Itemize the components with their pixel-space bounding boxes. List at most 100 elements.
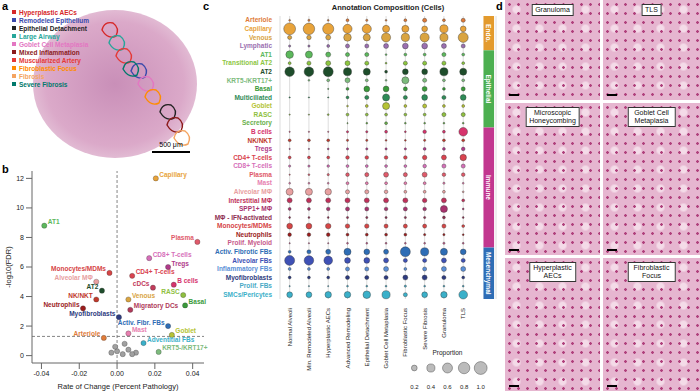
svg-text:NK/NKT: NK/NKT <box>247 137 272 144</box>
svg-text:0.04: 0.04 <box>186 370 200 377</box>
svg-text:Activ. Fibrotic FBs: Activ. Fibrotic FBs <box>215 248 272 255</box>
svg-text:10: 10 <box>16 204 24 211</box>
svg-text:-log10(FDR): -log10(FDR) <box>4 246 13 288</box>
svg-text:Lymphatic: Lymphatic <box>240 42 273 50</box>
svg-text:4: 4 <box>20 293 24 300</box>
svg-text:MΦ - IFN-activated: MΦ - IFN-activated <box>215 214 272 221</box>
svg-text:Hyperplastic AECs: Hyperplastic AECs <box>19 9 77 17</box>
svg-text:2: 2 <box>20 323 24 330</box>
svg-text:Multiciliated: Multiciliated <box>234 94 272 101</box>
svg-text:12: 12 <box>16 175 24 182</box>
svg-text:B cells: B cells <box>251 128 272 135</box>
svg-text:8: 8 <box>20 234 24 241</box>
svg-text:Mesenchymal: Mesenchymal <box>484 252 492 295</box>
svg-text:0.4: 0.4 <box>427 384 436 389</box>
svg-text:Goblet Cell Metaplasia: Goblet Cell Metaplasia <box>383 307 389 368</box>
svg-text:SPP1+ MΦ: SPP1+ MΦ <box>239 205 273 212</box>
svg-text:500 μm: 500 μm <box>159 141 183 149</box>
svg-text:Severe Fibrosis: Severe Fibrosis <box>19 81 68 88</box>
svg-text:Alveolar MΦ: Alveolar MΦ <box>234 188 273 195</box>
svg-text:Goblet: Goblet <box>251 102 272 109</box>
svg-text:0: 0 <box>20 352 24 359</box>
svg-text:Epithelial Detachment: Epithelial Detachment <box>19 25 88 33</box>
svg-text:Migratory DCs: Migratory DCs <box>134 302 179 310</box>
svg-text:Large Airway: Large Airway <box>19 33 60 41</box>
svg-text:Adventitial FBs: Adventitial FBs <box>147 336 195 343</box>
svg-text:Goblet: Goblet <box>175 327 196 334</box>
svg-text:Monocytes/MDMs: Monocytes/MDMs <box>217 222 272 230</box>
svg-text:Alveolar MΦ: Alveolar MΦ <box>55 274 94 281</box>
svg-text:CD4+ T-cells: CD4+ T-cells <box>233 154 272 161</box>
svg-text:-0.04: -0.04 <box>33 370 49 377</box>
svg-text:6: 6 <box>20 263 24 270</box>
svg-text:Venous: Venous <box>249 34 273 41</box>
svg-text:cDCs: cDCs <box>133 280 150 287</box>
svg-text:Remodeled Epithelium: Remodeled Epithelium <box>19 17 89 25</box>
svg-text:-0.02: -0.02 <box>71 370 87 377</box>
svg-text:Tregs: Tregs <box>255 145 273 153</box>
svg-text:Fibroblastic Focus: Fibroblastic Focus <box>19 65 77 72</box>
svg-text:Arteriole: Arteriole <box>245 16 272 23</box>
svg-text:Severe Fibrosis: Severe Fibrosis <box>422 308 428 350</box>
svg-text:Fibroblastic Focus: Fibroblastic Focus <box>402 308 408 357</box>
svg-text:AT2: AT2 <box>87 283 99 290</box>
svg-text:Alveolar FBs: Alveolar FBs <box>232 257 272 264</box>
svg-text:Epithelial: Epithelial <box>484 74 492 103</box>
svg-text:0.6: 0.6 <box>443 384 452 389</box>
svg-text:Goblet Cell Metaplasia: Goblet Cell Metaplasia <box>19 41 89 49</box>
svg-text:Plasma: Plasma <box>171 234 194 241</box>
svg-text:Neutrophils: Neutrophils <box>43 301 79 309</box>
svg-text:0.00: 0.00 <box>110 370 124 377</box>
svg-text:Muscularized Artery: Muscularized Artery <box>19 57 81 65</box>
svg-text:Capillary: Capillary <box>245 25 273 33</box>
svg-text:AT1: AT1 <box>48 218 60 225</box>
svg-text:Hyperplastic AECs: Hyperplastic AECs <box>325 308 331 358</box>
svg-text:Mast: Mast <box>257 179 273 186</box>
svg-text:Capillary: Capillary <box>159 171 187 179</box>
svg-text:KRT5-/KRT17+: KRT5-/KRT17+ <box>227 77 273 84</box>
svg-text:Normal Alveoli: Normal Alveoli <box>287 308 293 346</box>
svg-text:Myofibroblasts: Myofibroblasts <box>69 310 116 318</box>
svg-text:Endo.: Endo. <box>485 24 492 42</box>
svg-text:NK/NKT: NK/NKT <box>68 292 93 299</box>
svg-text:0.02: 0.02 <box>148 370 162 377</box>
svg-text:Prolif. FBs: Prolif. FBs <box>239 282 272 289</box>
svg-text:Plasma: Plasma <box>249 171 272 178</box>
svg-text:Myofibroblasts: Myofibroblasts <box>226 274 273 282</box>
svg-text:0.8: 0.8 <box>460 384 469 389</box>
svg-text:AT2: AT2 <box>260 68 272 75</box>
svg-text:Advanced Remodeling: Advanced Remodeling <box>345 308 351 368</box>
svg-text:Prolif. Myeloid: Prolif. Myeloid <box>228 239 272 247</box>
svg-text:Tregs: Tregs <box>172 260 190 268</box>
svg-text:0.2: 0.2 <box>410 384 419 389</box>
svg-text:SMCs/Pericytes: SMCs/Pericytes <box>223 291 272 299</box>
svg-text:Arteriole: Arteriole <box>74 330 101 337</box>
svg-text:Epithelial Detachment: Epithelial Detachment <box>364 308 370 367</box>
svg-text:KRT5-/KRT17+: KRT5-/KRT17+ <box>162 344 208 351</box>
svg-text:Basal: Basal <box>189 298 207 305</box>
svg-text:Mast: Mast <box>132 326 148 333</box>
svg-text:Inflammatory FBs: Inflammatory FBs <box>217 265 272 273</box>
svg-text:Min. Remodeled Alveoli: Min. Remodeled Alveoli <box>306 308 312 371</box>
svg-text:B cells: B cells <box>177 277 198 284</box>
svg-text:Basal: Basal <box>255 85 273 92</box>
svg-text:Interstitial MΦ: Interstitial MΦ <box>228 197 272 204</box>
svg-text:Mixed Inflammation: Mixed Inflammation <box>19 49 80 56</box>
svg-text:CD8+ T-cells: CD8+ T-cells <box>233 162 272 169</box>
svg-text:Monocytes/MDMs: Monocytes/MDMs <box>51 265 106 273</box>
svg-text:RASC: RASC <box>254 111 273 118</box>
svg-text:TLS: TLS <box>460 308 466 319</box>
svg-text:RASC: RASC <box>161 288 180 295</box>
svg-text:Transitional AT2: Transitional AT2 <box>222 59 272 66</box>
svg-text:Activ. Fibr. FBs: Activ. Fibr. FBs <box>118 319 165 326</box>
svg-text:Granuloma: Granuloma <box>441 307 447 337</box>
svg-text:Immune: Immune <box>485 175 492 200</box>
svg-text:Fibrosis: Fibrosis <box>19 73 45 80</box>
svg-text:AT1: AT1 <box>260 51 272 58</box>
svg-text:Secretory: Secretory <box>242 119 272 127</box>
svg-text:1.0: 1.0 <box>477 384 486 389</box>
svg-text:Venous: Venous <box>132 292 156 299</box>
svg-text:Rate of Change (Percent Pathol: Rate of Change (Percent Pathology) <box>58 382 179 391</box>
svg-text:CD8+ T-cells: CD8+ T-cells <box>153 251 192 258</box>
svg-text:Neutrophils: Neutrophils <box>236 231 272 239</box>
